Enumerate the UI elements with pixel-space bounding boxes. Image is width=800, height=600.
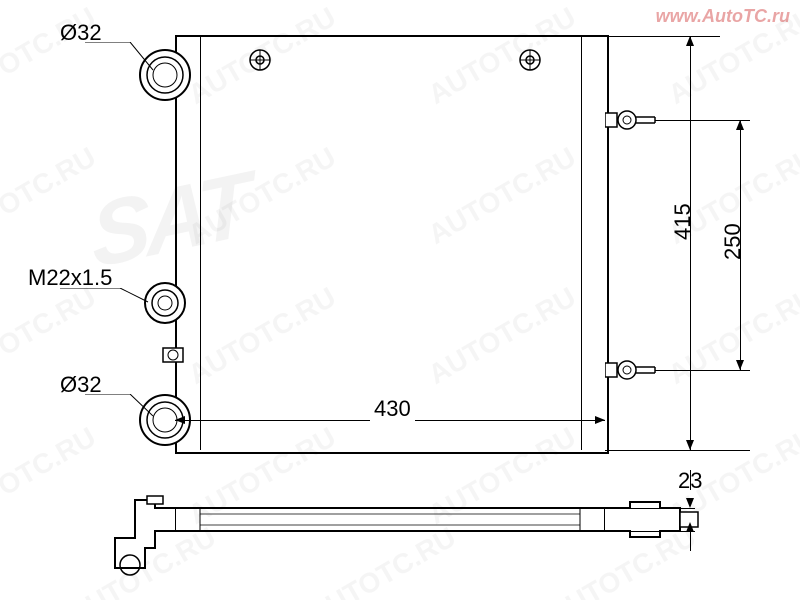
mount-pin-top [605,105,660,135]
dim-23-lower [690,531,691,551]
radiator-core-inner [200,35,582,450]
leader-bottom [85,394,155,424]
arrow-icon [686,440,694,450]
ext-pin-bottom [655,370,750,371]
leader-mid [60,288,150,308]
mount-top-left [240,45,280,75]
mount-top-right [510,45,550,75]
watermark-text: AUTOTC.RU [663,281,800,391]
ext-top [605,36,720,37]
ext-thick-bot [605,531,695,532]
dim-width: 430 [370,396,415,422]
arrow-icon [736,120,744,130]
arrow-icon [686,498,694,508]
leader-top [85,42,155,82]
dim-thickness: 23 [678,468,702,494]
ext-bottom [605,450,750,451]
mount-pin-bottom [605,355,660,385]
dim-415-line [690,36,691,450]
watermark-text: AUTOTC.RU [0,141,101,251]
side-view [85,490,745,585]
dim-height-main: 415 [670,203,696,240]
arrow-icon [595,416,605,424]
drawing-canvas: AUTOTC.RU AUTOTC.RU AUTOTC.RU AUTOTC.RU … [0,0,800,600]
url-watermark: www.AutoTC.ru [656,6,790,27]
arrow-icon [736,360,744,370]
arrow-icon [175,416,185,424]
arrow-icon [686,36,694,46]
dim-height-bracket: 250 [720,223,746,260]
ext-thick-top [605,508,695,509]
port-small-left [158,340,188,370]
